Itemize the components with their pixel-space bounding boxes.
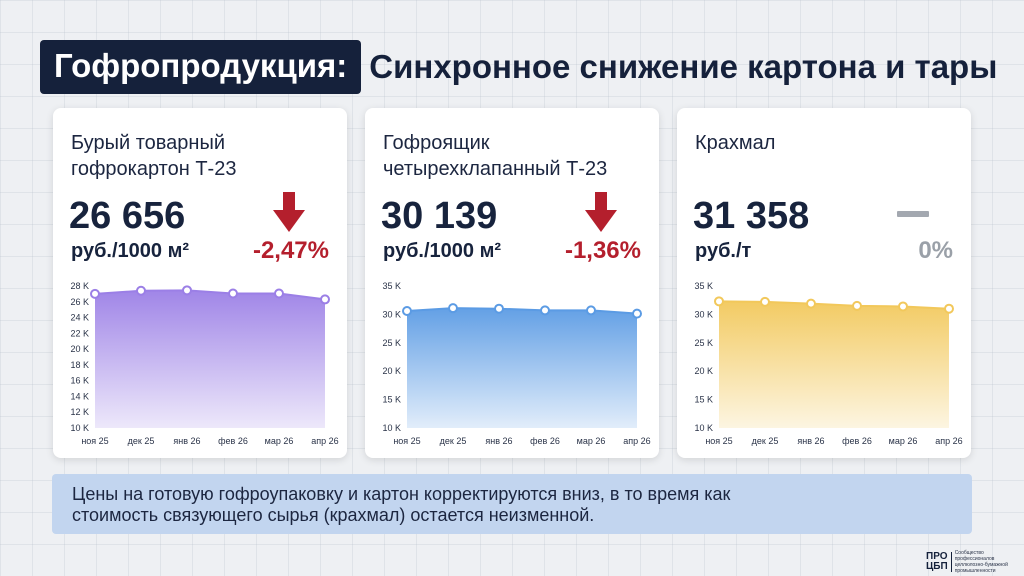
title-highlight: Гофропродукция:	[40, 40, 362, 94]
x-tick-label: янв 26	[173, 436, 200, 446]
x-tick-label: дек 25	[440, 436, 467, 446]
y-tick-label: 16 K	[70, 376, 89, 386]
chart-svg: 10 K 15 K 20 K 25 K 30 K 35 K ноя 25 дек 25 янв …	[694, 281, 962, 446]
x-tick-label: янв 26	[485, 436, 512, 446]
arrow-down-icon	[273, 192, 305, 232]
data-point	[898, 301, 908, 312]
x-tick-label: апр 26	[623, 436, 650, 446]
data-point	[448, 303, 458, 314]
y-tick-label: 15 K	[382, 395, 401, 405]
x-tick-label: мар 26	[889, 436, 918, 446]
logo-text: Сообщество профессионалов целлюлозно-бум…	[954, 550, 1008, 574]
y-tick-label: 35 K	[382, 281, 401, 291]
x-tick-label: фев 26	[842, 436, 872, 446]
y-tick-label: 20 K	[70, 344, 89, 354]
y-tick-label: 22 K	[70, 328, 89, 338]
card-value: 31 358	[693, 195, 810, 237]
x-tick-label: апр 26	[935, 436, 962, 446]
y-tick-label: 25 K	[694, 338, 713, 348]
chart-svg: 10 K 15 K 20 K 25 K 30 K 35 K ноя 25 дек 25 янв …	[382, 281, 650, 446]
series-line	[718, 300, 950, 310]
logo: ПРО ЦБП Сообщество профессионалов целлюл…	[926, 550, 1024, 574]
y-tick-label: 20 K	[382, 366, 401, 376]
data-point	[714, 296, 724, 307]
y-tick-label: 26 K	[70, 297, 89, 307]
card-corrugated-board: Бурый товарный гофрокартон Т-23 26 656 р…	[53, 108, 347, 458]
card-unit: руб./1000 м²	[383, 240, 502, 262]
x-tick-label: ноя 25	[705, 436, 732, 446]
dash-icon	[897, 211, 929, 217]
data-point	[228, 288, 238, 299]
card-title: Крахмал	[695, 132, 776, 154]
x-tick-label: апр 26	[311, 436, 338, 446]
card-change: -1,36%	[564, 237, 641, 264]
series-line	[94, 289, 326, 301]
data-point	[586, 305, 596, 316]
data-point	[852, 300, 862, 311]
x-tick-label: янв 26	[797, 436, 824, 446]
card-title: Гофроящик четырехклапанный Т-23	[383, 132, 608, 180]
x-tick-label: фев 26	[530, 436, 560, 446]
page-title: Синхронное снижение картона и тары	[369, 48, 998, 85]
data-point	[632, 308, 642, 319]
data-point	[944, 303, 954, 314]
x-tick-label: мар 26	[265, 436, 294, 446]
x-tick-label: фев 26	[218, 436, 248, 446]
chart-corrugated-board: 10 K 12 K 14 K 16 K 18 K 20 K 22 K 24 K 26 K 28 K…	[53, 278, 347, 458]
card-unit: руб./т	[695, 240, 752, 262]
area-fill	[95, 290, 325, 428]
logo-mark-line-2: ЦБП	[926, 561, 948, 572]
y-tick-label: 10 K	[694, 423, 713, 433]
data-point	[760, 296, 770, 307]
data-point	[402, 305, 412, 316]
y-tick-label: 25 K	[382, 338, 401, 348]
y-tick-label: 35 K	[694, 281, 713, 291]
y-tick-label: 30 K	[694, 309, 713, 319]
data-point	[182, 285, 192, 296]
summary-line-1: Цены на готовую гофроупаковку и картон к…	[72, 484, 731, 504]
area-fill	[407, 308, 637, 428]
card-starch: Крахмал 31 358 руб./т 0% 10 K 15 K 20 K 25 …	[677, 108, 971, 458]
area-fill	[719, 301, 949, 428]
y-tick-label: 10 K	[70, 423, 89, 433]
y-tick-label: 14 K	[70, 391, 89, 401]
logo-mark: ПРО ЦБП	[926, 552, 952, 572]
y-tick-label: 30 K	[382, 309, 401, 319]
y-tick-label: 10 K	[382, 423, 401, 433]
card-title: Бурый товарный гофрокартон Т-23	[71, 132, 237, 180]
header: Гофропродукция: Синхронное снижение карт…	[40, 40, 997, 94]
summary-note: Цены на готовую гофроупаковку и картон к…	[52, 474, 972, 534]
y-tick-label: 20 K	[694, 366, 713, 376]
data-point	[136, 285, 146, 296]
x-tick-label: дек 25	[752, 436, 779, 446]
y-tick-label: 12 K	[70, 407, 89, 417]
card-change: -2,47%	[252, 237, 329, 264]
arrow-down-icon	[585, 192, 617, 232]
data-point	[806, 298, 816, 309]
logo-mark-line-1: ПРО	[926, 551, 948, 562]
card-corrugated-box: Гофроящик четырехклапанный Т-23 30 139 р…	[365, 108, 659, 458]
data-point	[90, 288, 100, 299]
data-point	[540, 305, 550, 316]
chart-svg: 10 K 12 K 14 K 16 K 18 K 20 K 22 K 24 K 26 K 28 K…	[70, 281, 338, 446]
y-tick-label: 24 K	[70, 313, 89, 323]
y-tick-label: 28 K	[70, 281, 89, 291]
summary-line-2: стоимость связующего сырья (крахмал) ост…	[72, 505, 595, 525]
series-line	[406, 307, 638, 315]
data-point	[494, 303, 504, 314]
y-tick-label: 15 K	[694, 395, 713, 405]
card-unit: руб./1000 м²	[71, 240, 190, 262]
card-value: 30 139	[381, 195, 498, 237]
y-tick-label: 18 K	[70, 360, 89, 370]
card-value: 26 656	[69, 195, 186, 237]
data-point	[320, 294, 330, 305]
x-tick-label: ноя 25	[81, 436, 108, 446]
data-point	[274, 288, 284, 299]
card-change: 0%	[918, 237, 953, 264]
x-tick-label: дек 25	[128, 436, 155, 446]
chart-corrugated-box: 10 K 15 K 20 K 25 K 30 K 35 K ноя 25 дек 25 янв …	[365, 278, 659, 458]
x-tick-label: ноя 25	[393, 436, 420, 446]
x-tick-label: мар 26	[577, 436, 606, 446]
chart-starch: 10 K 15 K 20 K 25 K 30 K 35 K ноя 25 дек 25 янв …	[677, 278, 971, 458]
